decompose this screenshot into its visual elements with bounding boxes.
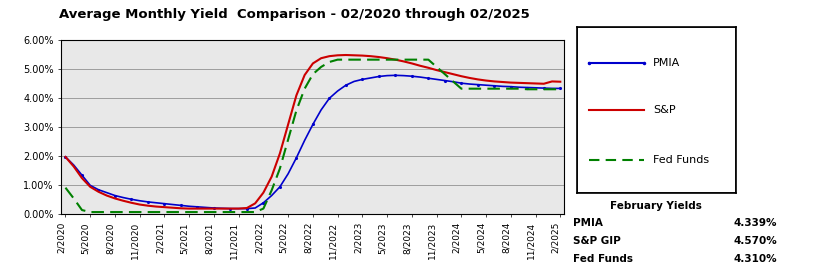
Text: Fed Funds: Fed Funds xyxy=(654,155,709,165)
FancyBboxPatch shape xyxy=(577,27,736,193)
Text: February Yields: February Yields xyxy=(609,201,702,211)
Text: S&P: S&P xyxy=(654,105,676,115)
Text: S&P GIP: S&P GIP xyxy=(573,236,621,245)
Text: 4.339%: 4.339% xyxy=(734,218,777,228)
Text: PMIA: PMIA xyxy=(654,58,681,68)
Text: 4.570%: 4.570% xyxy=(734,236,777,245)
Text: PMIA: PMIA xyxy=(573,218,603,228)
Text: Average Monthly Yield  Comparison - 02/2020 through 02/2025: Average Monthly Yield Comparison - 02/20… xyxy=(59,8,530,21)
FancyBboxPatch shape xyxy=(583,40,736,200)
Text: 4.310%: 4.310% xyxy=(734,254,777,263)
Text: Fed Funds: Fed Funds xyxy=(573,254,633,263)
